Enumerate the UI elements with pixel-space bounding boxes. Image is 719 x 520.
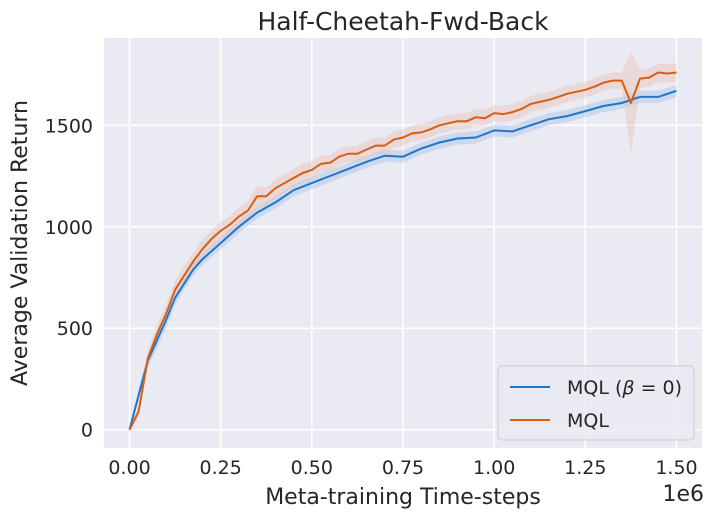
band-series-0 xyxy=(129,84,677,432)
y-tick-label: 0 xyxy=(81,420,93,442)
y-tick-label: 1500 xyxy=(45,115,93,137)
y-axis-label: Average Validation Return xyxy=(8,100,33,386)
x-tick-label: 1.50 xyxy=(655,457,697,479)
x-tick-label: 1.25 xyxy=(564,457,606,479)
x-tick-label: 1.00 xyxy=(473,457,515,479)
legend-label-mql-beta0: MQL (β = 0) xyxy=(567,377,682,399)
confidence-bands xyxy=(129,52,677,432)
line-series-1 xyxy=(128,71,677,431)
legend-box xyxy=(497,365,695,441)
y-tick-label: 500 xyxy=(57,318,93,340)
series-lines xyxy=(128,71,677,431)
y-tick-label: 1000 xyxy=(45,217,93,239)
legend-label-mql: MQL xyxy=(567,410,609,432)
x-tick-labels: 0.00 0.25 0.50 0.75 1.00 1.25 1.50 xyxy=(108,457,697,479)
x-offset-label: 1e6 xyxy=(662,482,704,507)
x-tick-label: 0.25 xyxy=(200,457,242,479)
legend: MQL (β = 0) MQL xyxy=(497,365,695,441)
x-axis-label: Meta-training Time-steps xyxy=(265,485,541,510)
x-tick-label: 0.50 xyxy=(291,457,333,479)
x-tick-label: 0.75 xyxy=(382,457,424,479)
y-tick-labels: 0 500 1000 1500 xyxy=(45,115,93,441)
line-series-0 xyxy=(128,89,677,430)
x-tick-label: 0.00 xyxy=(108,457,150,479)
chart-title: Half-Cheetah-Fwd-Back xyxy=(257,7,549,36)
